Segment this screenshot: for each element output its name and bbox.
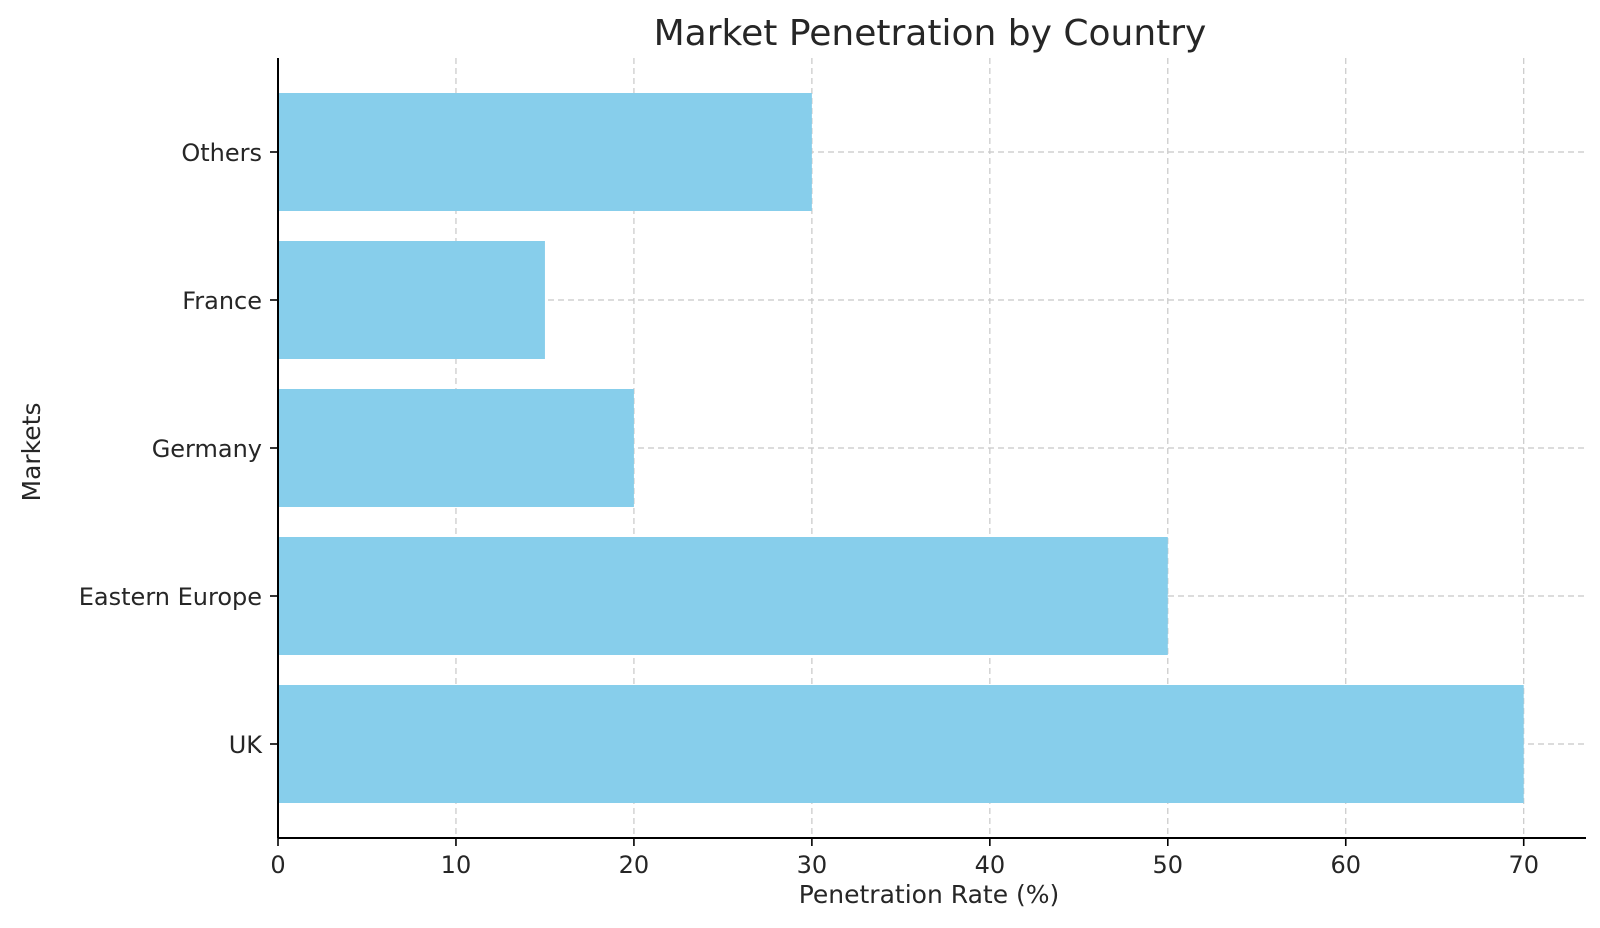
bar-germany	[278, 389, 634, 507]
y-tick-label: UK	[229, 731, 264, 759]
y-tick-label: Others	[181, 139, 262, 167]
x-tick-label: 40	[975, 851, 1006, 879]
y-tick-label: Germany	[152, 435, 262, 463]
y-tick-label: Eastern Europe	[79, 583, 262, 611]
x-tick-label: 60	[1330, 851, 1361, 879]
bar-others	[278, 93, 812, 211]
bars	[278, 93, 1524, 803]
ticks: 0 10 20 30 40 50 60 70 UK Eastern Europe Germany Fr…	[79, 139, 1539, 879]
y-axis-label: Markets	[17, 403, 46, 502]
chart-title: Market Penetration by Country	[654, 13, 1207, 54]
bar-eastern-europe	[278, 537, 1168, 655]
y-tick-label: France	[182, 287, 262, 315]
x-tick-label: 70	[1508, 851, 1539, 879]
x-tick-label: 30	[797, 851, 828, 879]
bar-france	[278, 241, 545, 359]
x-tick-label: 10	[441, 851, 472, 879]
bar-uk	[278, 685, 1524, 803]
x-tick-label: 0	[270, 851, 285, 879]
x-axis-label: Penetration Rate (%)	[799, 880, 1060, 909]
x-tick-label: 20	[619, 851, 650, 879]
x-tick-label: 50	[1153, 851, 1184, 879]
